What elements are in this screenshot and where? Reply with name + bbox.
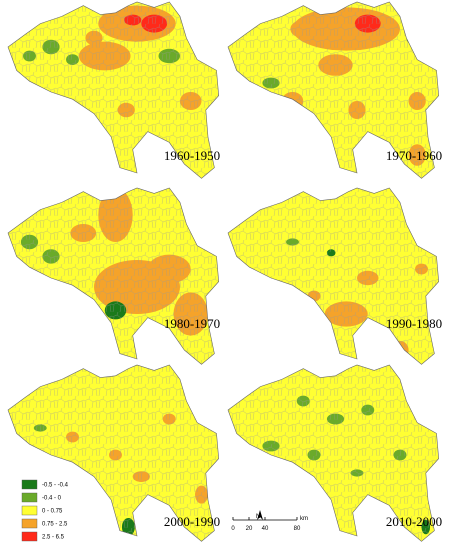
legend-label: 0 - 0.75 [42,509,63,515]
legend-label: -0.5 - -0.4 [42,483,69,489]
legend-label: -0.4 - 0 [42,496,62,502]
legend-label: 2.5 - 6.5 [42,535,65,541]
scale-tick: 0 [231,526,235,532]
legend-swatch [21,531,38,542]
scale-unit: km [300,516,308,522]
panel-label: 1980-1970 [164,316,220,331]
panel-label: 1990-1980 [386,316,442,331]
map-panel [8,188,219,365]
municipal-borders [228,188,439,365]
scale-tick: 80 [294,526,301,532]
panel-label: 1960-1950 [164,148,220,163]
municipal-borders [8,188,219,365]
scale-tick: 20 [246,526,253,532]
country-border [7,187,220,365]
scale-tick: 40 [262,526,269,532]
panel-label: 1970-1960 [386,148,442,163]
panel-label: 2010-2000 [386,514,442,529]
north-label: N [256,514,260,520]
map-panel [228,188,439,365]
country-border [7,364,220,542]
legend-label: 0.75 - 2.5 [42,522,68,528]
legend-swatch [21,492,38,503]
country-border [227,364,440,542]
scale-bar: N 0 20 40 80 km [231,510,308,532]
panel-label: 2000-1990 [164,514,220,529]
country-border [227,1,440,179]
country-border [7,1,220,179]
country-border [227,187,440,365]
legend-swatch [21,505,38,516]
legend-swatch [21,518,38,529]
legend-swatch [21,479,38,490]
